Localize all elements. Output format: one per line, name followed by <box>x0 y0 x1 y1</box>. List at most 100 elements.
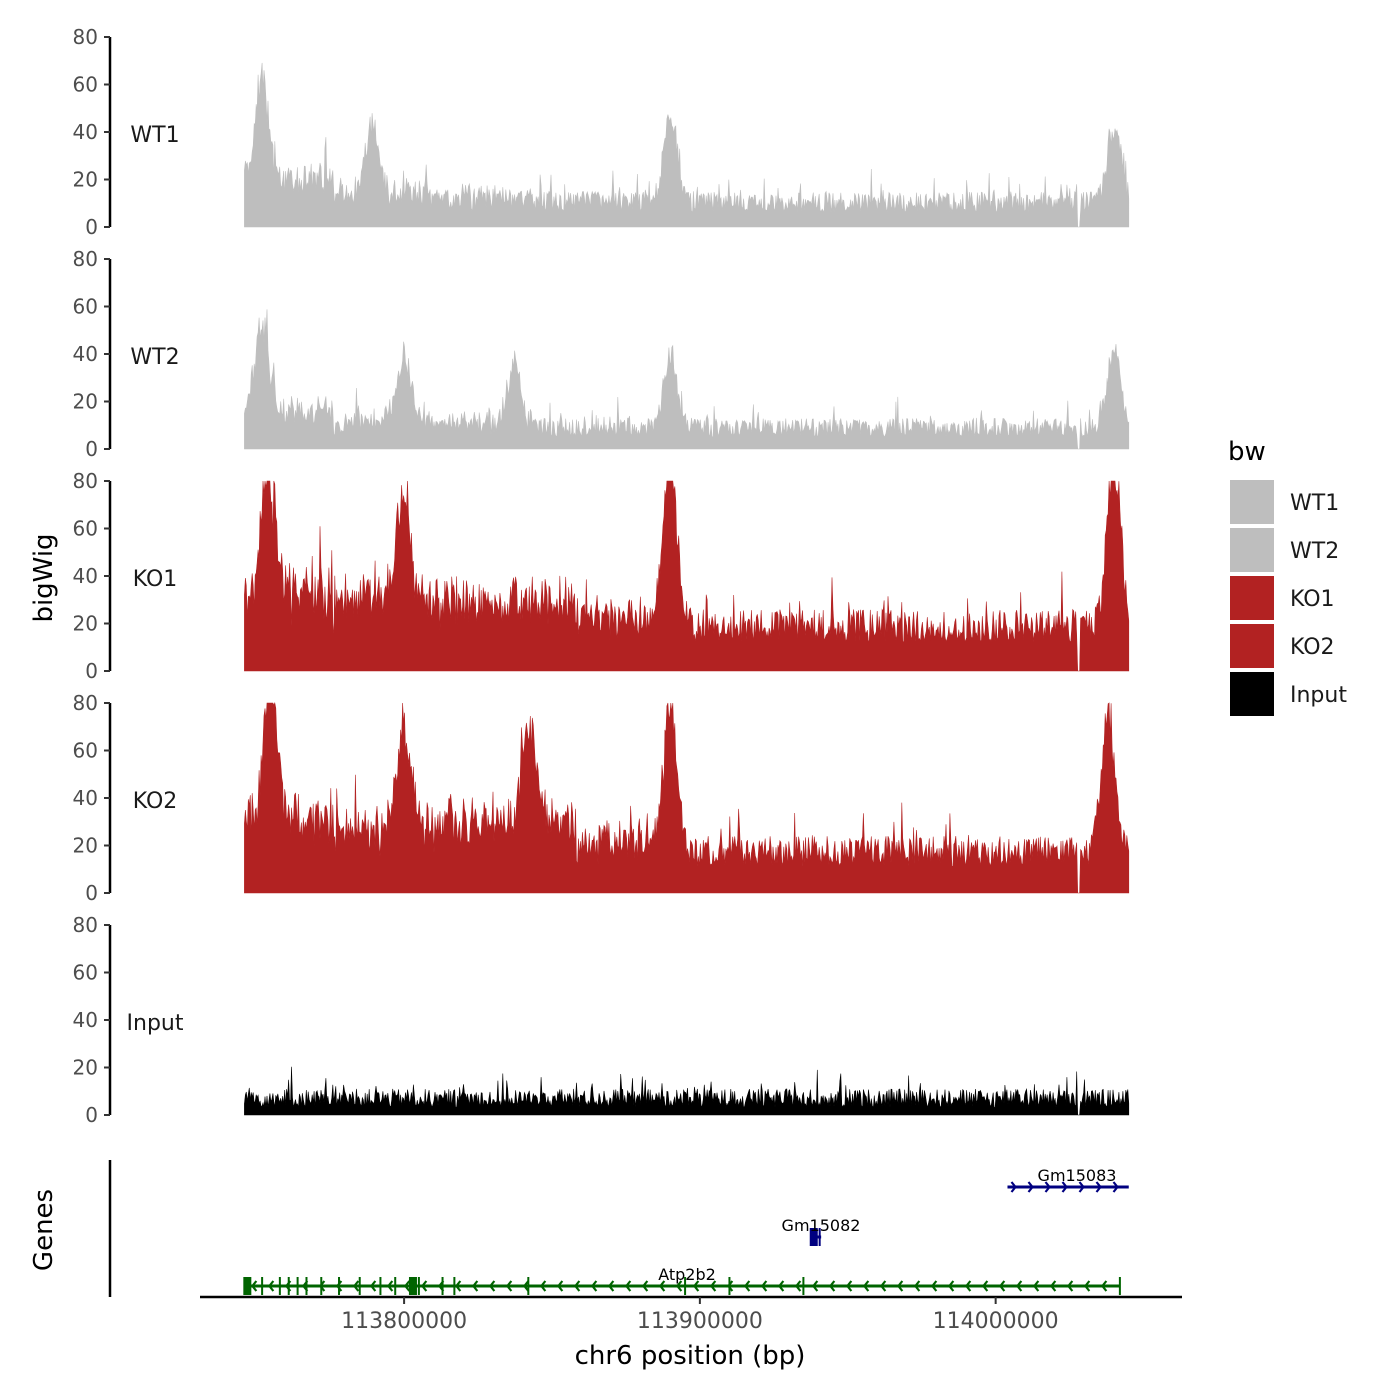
strand-arrow <box>590 1280 598 1292</box>
legend-label-wt1: WT1 <box>1290 491 1339 516</box>
gene-atp2b2: Atp2b2 <box>243 1265 1121 1295</box>
track-input: 0 20 40 60 80 Input <box>73 913 1130 1127</box>
strand-arrow <box>1100 1280 1108 1292</box>
track-label: WT2 <box>130 345 179 370</box>
exon <box>358 1277 361 1295</box>
y-tick-label: 80 <box>73 469 98 493</box>
y-tick-label: 40 <box>73 564 98 588</box>
strand-arrow <box>1010 1181 1017 1193</box>
x-tick-label: 113800000 <box>341 1309 467 1334</box>
exon <box>818 1228 821 1246</box>
y-tick-label: 40 <box>73 120 98 144</box>
exon <box>408 1277 417 1295</box>
strand-arrow <box>1061 1181 1068 1193</box>
y-tick-label: 0 <box>85 1103 98 1127</box>
strand-arrow <box>675 1280 683 1292</box>
signal-area-input <box>244 1066 1130 1116</box>
y-tick-label: 20 <box>73 390 98 414</box>
exon <box>320 1277 323 1295</box>
x-tick-label: 114000000 <box>933 1309 1059 1334</box>
exon <box>296 1277 299 1295</box>
strand-arrow <box>1027 1181 1034 1193</box>
strand-arrow <box>777 1280 785 1292</box>
y-tick-label: 0 <box>85 215 98 239</box>
legend-label-wt2: WT2 <box>1290 539 1339 564</box>
legend-swatch-ko2 <box>1230 624 1274 668</box>
strand-arrow <box>250 1280 258 1292</box>
y-tick-label: 60 <box>73 73 98 97</box>
strand-arrow <box>1066 1280 1074 1292</box>
strand-arrow <box>692 1280 700 1292</box>
legend-label-ko1: KO1 <box>1290 587 1335 612</box>
strand-arrow <box>913 1280 921 1292</box>
strand-arrow <box>641 1280 649 1292</box>
y-tick-label: 20 <box>73 168 98 192</box>
strand-arrow <box>658 1280 666 1292</box>
legend-swatch-wt2 <box>1230 528 1274 572</box>
exon <box>261 1277 264 1295</box>
y-tick-label: 80 <box>73 691 98 715</box>
strand-arrow <box>522 1280 530 1292</box>
strand-arrow <box>607 1280 615 1292</box>
strand-arrow <box>1044 1181 1051 1193</box>
track-label: KO2 <box>133 789 178 814</box>
strand-arrow <box>624 1280 632 1292</box>
strand-arrow <box>454 1280 462 1292</box>
strand-arrow <box>828 1280 836 1292</box>
legend-swatch-wt1 <box>1230 480 1274 524</box>
strand-arrow <box>403 1280 411 1292</box>
y-tick-label: 20 <box>73 612 98 636</box>
track-label: KO1 <box>133 567 178 592</box>
strand-arrow <box>267 1280 275 1292</box>
y-tick-label: 80 <box>73 247 98 271</box>
signal-area-wt2 <box>244 309 1130 450</box>
track-ko2: 0 20 40 60 80 KO2 <box>73 691 1130 905</box>
legend-label-ko2: KO2 <box>1290 635 1335 660</box>
strand-arrow <box>896 1280 904 1292</box>
y-tick-label: 80 <box>73 25 98 49</box>
x-tick-label: 113900000 <box>637 1309 763 1334</box>
strand-arrow <box>386 1280 394 1292</box>
strand-arrow <box>505 1280 513 1292</box>
track-wt2: 0 20 40 60 80 WT2 <box>73 247 1130 461</box>
track-ko1: 0 20 40 60 80 KO1 <box>73 469 1130 683</box>
strand-arrow <box>1078 1181 1085 1193</box>
track-label: WT1 <box>130 123 179 148</box>
strand-arrow <box>726 1280 734 1292</box>
track-label: Input <box>127 1011 184 1036</box>
strand-arrow <box>471 1280 479 1292</box>
strand-arrow <box>811 1280 819 1292</box>
strand-arrow <box>488 1280 496 1292</box>
exon <box>338 1277 341 1295</box>
tracks-layer: 0 20 40 60 80 WT1 0 20 40 60 80 WT2 0 20 40 60 80 KO1 0 20 4… <box>73 25 1130 1127</box>
strand-arrow <box>1095 1181 1102 1193</box>
strand-arrow <box>1112 1181 1119 1193</box>
exon <box>527 1277 530 1295</box>
y-tick-label: 0 <box>85 659 98 683</box>
strand-arrow <box>1049 1280 1057 1292</box>
strand-arrow <box>1015 1280 1023 1292</box>
y-tick-label: 60 <box>73 961 98 985</box>
strand-arrow <box>862 1280 870 1292</box>
strand-arrow <box>352 1280 360 1292</box>
y-tick-label: 20 <box>73 1056 98 1080</box>
exon <box>278 1277 281 1295</box>
exon <box>394 1277 397 1295</box>
strand-arrow <box>794 1280 802 1292</box>
strand-arrow <box>743 1280 751 1292</box>
exon <box>684 1277 687 1295</box>
y-tick-label: 60 <box>73 739 98 763</box>
strand-arrow <box>1083 1280 1091 1292</box>
signal-area-ko1 <box>244 480 1130 672</box>
strand-arrow <box>709 1280 717 1292</box>
signal-area-wt1 <box>244 62 1130 228</box>
y-tick-label: 40 <box>73 1008 98 1032</box>
strand-arrow <box>420 1280 428 1292</box>
exon <box>453 1277 456 1295</box>
strand-arrow <box>998 1280 1006 1292</box>
y-tick-label: 0 <box>85 437 98 461</box>
exon <box>1118 1277 1121 1295</box>
strand-arrow <box>1032 1280 1040 1292</box>
y-tick-label: 20 <box>73 834 98 858</box>
